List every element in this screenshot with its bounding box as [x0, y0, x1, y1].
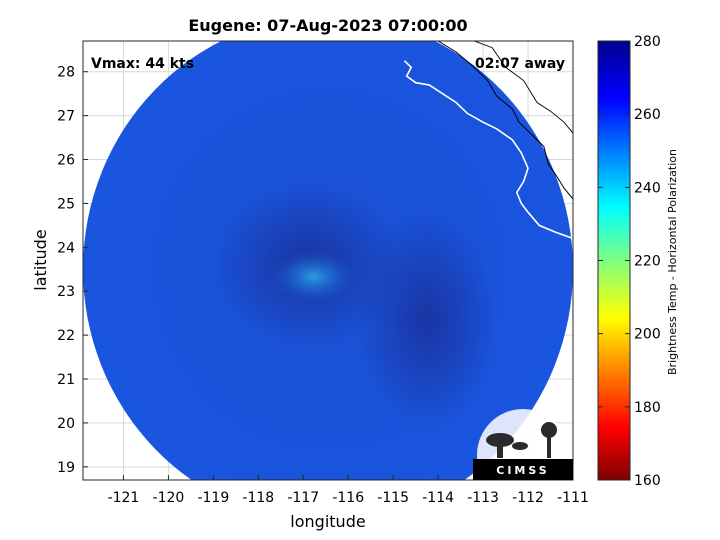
colorbar-tick-label: 280	[634, 34, 661, 50]
time-away-annotation: 02:07 away	[475, 56, 565, 72]
colorbar-tick-label: 180	[634, 400, 661, 416]
svg-text:CIMSS: CIMSS	[496, 464, 549, 477]
colorbar-tick-label: 260	[634, 107, 661, 123]
storm-eye-region	[265, 246, 362, 307]
y-axis-label: latitude	[31, 229, 50, 290]
vmax-annotation: Vmax: 44 kts	[91, 56, 194, 72]
x-tick-label: -121	[108, 490, 140, 506]
y-tick-label: 19	[57, 460, 75, 476]
y-tick-label: 28	[57, 65, 75, 81]
x-tick-label: -119	[197, 490, 229, 506]
cimss-logo: CIMSS	[473, 409, 573, 480]
y-tick-label: 23	[57, 284, 75, 300]
x-tick-label: -117	[287, 490, 319, 506]
x-tick-label: -116	[332, 490, 364, 506]
plot-frame	[82, 40, 574, 481]
x-tick-label: -111	[557, 490, 589, 506]
colorbar-ticks: 160 180 200 220 240 260 280	[598, 34, 661, 489]
y-tick-label: 22	[57, 328, 75, 344]
x-tick-label: -118	[242, 490, 274, 506]
y-tick-label: 26	[57, 153, 75, 169]
border-line	[473, 41, 573, 134]
baja-coastline	[403, 60, 573, 240]
x-tick-label: -115	[377, 490, 409, 506]
colorbar-tick-label: 160	[634, 473, 661, 489]
chart-title: Eugene: 07-Aug-2023 07:00:00	[188, 16, 467, 35]
colorbar-tick-label: 220	[634, 254, 661, 270]
spiral-band	[357, 209, 498, 430]
colorbar	[597, 40, 631, 481]
x-tick-label: -114	[422, 490, 454, 506]
y-tick-label: 20	[57, 416, 75, 432]
y-axis: 19 20 21 22 23 24 25 26 27 28	[57, 65, 88, 476]
y-tick-label: 21	[57, 372, 75, 388]
colorbar-tick-label: 200	[634, 327, 661, 343]
x-tick-label: -112	[512, 490, 544, 506]
swath-group	[83, 41, 573, 480]
gulf-coastline	[437, 41, 573, 200]
y-tick-label: 27	[57, 109, 75, 125]
x-axis-label: longitude	[290, 512, 365, 531]
y-tick-label: 25	[57, 196, 75, 212]
colorbar-tick-label: 240	[634, 180, 661, 196]
x-tick-label: -113	[467, 490, 499, 506]
colorbar-label: Brightness Temp - Horizontal Polarizatio…	[666, 149, 679, 375]
y-tick-label: 24	[57, 240, 75, 256]
x-axis: -121 -120 -119 -118 -117 -116 -115 -114 -113 -112…	[108, 475, 589, 506]
x-tick-label: -120	[153, 490, 185, 506]
